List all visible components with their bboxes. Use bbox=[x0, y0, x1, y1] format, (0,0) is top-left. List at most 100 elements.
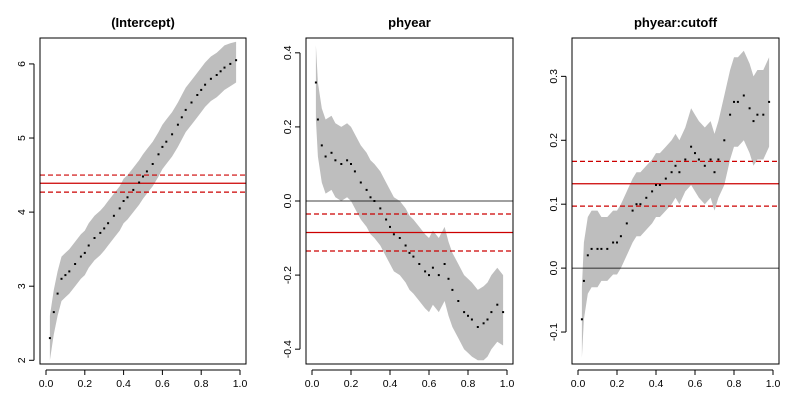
plot-frame bbox=[305, 37, 514, 365]
plot-frame bbox=[39, 37, 247, 365]
x-tick-label: 0.8 bbox=[194, 378, 209, 390]
data-point bbox=[52, 311, 55, 314]
data-point bbox=[443, 263, 446, 265]
data-point bbox=[684, 158, 687, 161]
data-point bbox=[470, 318, 473, 321]
data-point bbox=[752, 120, 755, 123]
data-point bbox=[639, 203, 642, 206]
data-point bbox=[365, 188, 368, 191]
data-point bbox=[138, 181, 141, 184]
x-tick-label: 0.6 bbox=[688, 378, 703, 390]
data-point bbox=[703, 164, 706, 167]
panel-intercept: (Intercept) 0.0 0.2 0.4 0.6 0.8 1.0 2 3 4 5 6 bbox=[16, 15, 247, 390]
x-tick-label: 1.0 bbox=[500, 378, 515, 390]
data-point bbox=[385, 218, 388, 221]
data-point bbox=[112, 214, 115, 217]
data-point bbox=[606, 247, 609, 250]
x-tick-label: 0.6 bbox=[422, 378, 437, 390]
data-point bbox=[713, 171, 716, 174]
x-tick-label: 0.8 bbox=[727, 378, 742, 390]
data-point bbox=[467, 314, 469, 317]
data-point bbox=[690, 145, 693, 148]
data-point bbox=[408, 251, 411, 254]
data-point bbox=[756, 113, 759, 116]
y-tick-label: -0.2 bbox=[282, 266, 294, 284]
data-point bbox=[215, 74, 218, 76]
data-point bbox=[670, 171, 673, 174]
data-point bbox=[346, 159, 349, 162]
y-tick-label: 2 bbox=[16, 357, 28, 363]
data-point bbox=[625, 222, 628, 225]
y-tick-label: 5 bbox=[16, 135, 28, 141]
x-tick-label: 0.8 bbox=[461, 378, 476, 390]
panel-title: phyear:cutoff bbox=[634, 15, 718, 30]
data-point bbox=[165, 140, 168, 143]
data-point bbox=[151, 163, 154, 165]
data-point bbox=[103, 227, 106, 230]
data-point bbox=[678, 171, 681, 174]
data-point bbox=[93, 237, 96, 239]
data-point bbox=[373, 200, 376, 202]
data-point bbox=[176, 123, 179, 126]
x-tick-label: 0.2 bbox=[77, 378, 92, 390]
y-tick-label: 0.3 bbox=[548, 69, 560, 84]
data-point bbox=[324, 155, 327, 158]
data-point bbox=[68, 270, 71, 273]
confidence-band bbox=[581, 50, 770, 358]
y-tick-label: 0.2 bbox=[282, 119, 294, 134]
y-tick-label: -0.1 bbox=[548, 323, 560, 341]
data-point bbox=[330, 151, 333, 154]
y-tick-label: 6 bbox=[16, 61, 28, 67]
data-point bbox=[334, 159, 337, 162]
data-point bbox=[60, 277, 63, 280]
panel-title: phyear bbox=[388, 15, 431, 30]
data-point bbox=[476, 326, 479, 328]
data-point bbox=[496, 303, 499, 306]
data-point bbox=[723, 139, 726, 142]
data-point bbox=[651, 190, 654, 193]
data-point bbox=[161, 145, 164, 148]
confidence-band bbox=[315, 45, 504, 361]
data-point bbox=[126, 196, 129, 199]
data-point bbox=[457, 300, 460, 302]
x-tick-label: 0.0 bbox=[39, 378, 54, 390]
data-point bbox=[736, 100, 739, 103]
x-tick-label: 1.0 bbox=[766, 378, 781, 390]
y-tick-label: -0.4 bbox=[282, 340, 294, 358]
y-tick-label: 0.0 bbox=[548, 261, 560, 276]
x-tick-label: 0.2 bbox=[344, 378, 359, 390]
data-point bbox=[184, 108, 187, 111]
y-tick-label: 3 bbox=[16, 283, 28, 289]
data-point bbox=[619, 235, 622, 238]
data-point bbox=[200, 88, 203, 91]
data-point bbox=[180, 116, 183, 119]
data-point bbox=[83, 251, 86, 254]
data-point bbox=[674, 164, 677, 167]
data-point bbox=[447, 277, 450, 280]
data-point bbox=[729, 113, 732, 116]
x-tick-label: 0.0 bbox=[571, 378, 586, 390]
data-point bbox=[762, 113, 765, 116]
data-point bbox=[664, 177, 667, 180]
y-tick-label: 0.4 bbox=[282, 45, 294, 60]
x-tick-label: 0.2 bbox=[610, 378, 625, 390]
data-point bbox=[99, 231, 102, 234]
data-point bbox=[600, 247, 603, 250]
data-point bbox=[118, 207, 121, 210]
data-point bbox=[229, 62, 232, 65]
y-tick-label: 0.0 bbox=[282, 194, 294, 209]
data-point bbox=[235, 59, 238, 62]
data-point bbox=[64, 274, 67, 277]
data-point bbox=[645, 196, 648, 199]
data-point bbox=[223, 66, 226, 69]
data-point bbox=[48, 337, 51, 340]
panel-phyear-cutoff: phyear:cutoff 0.0 0.2 0.4 0.6 0.8 1.0 -0.1 0.0 0… bbox=[548, 15, 780, 390]
data-point bbox=[204, 83, 207, 86]
plot-frame bbox=[571, 37, 780, 365]
data-point bbox=[369, 196, 372, 199]
data-point bbox=[612, 241, 615, 244]
data-point bbox=[582, 279, 585, 282]
data-point bbox=[742, 94, 745, 97]
data-point bbox=[635, 203, 638, 206]
x-tick-label: 0.6 bbox=[155, 378, 170, 390]
